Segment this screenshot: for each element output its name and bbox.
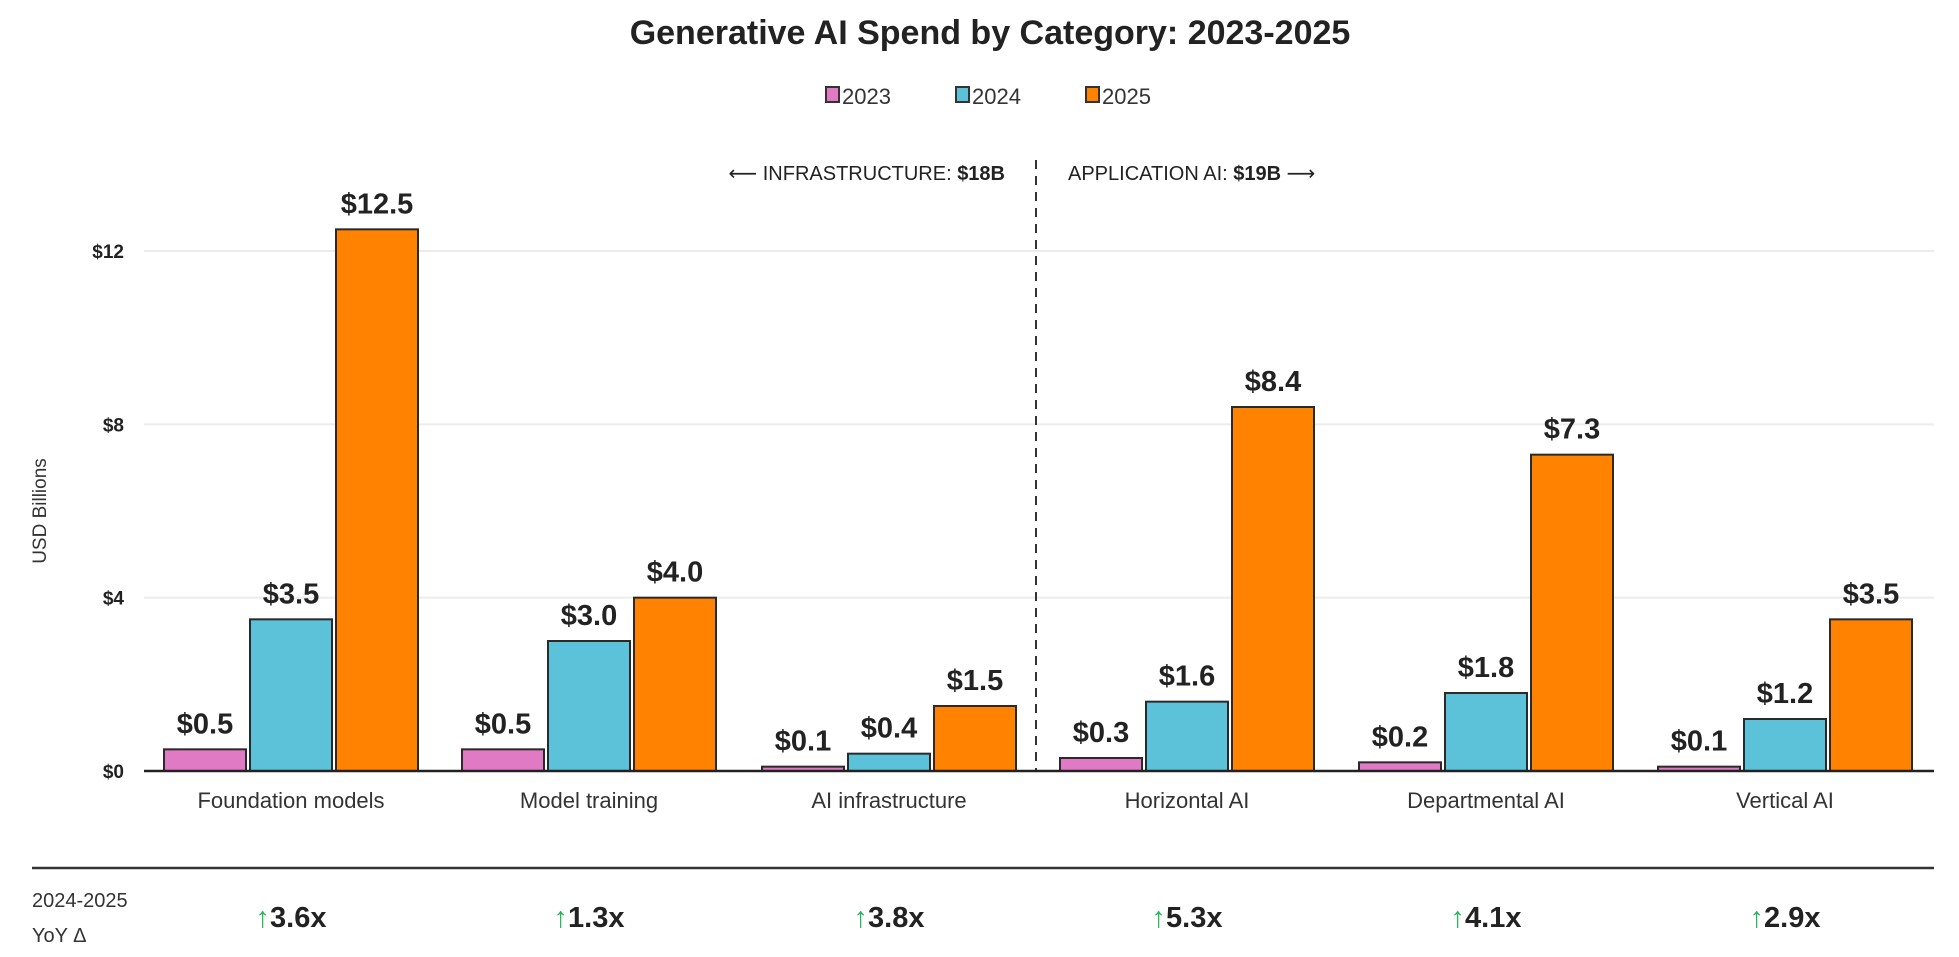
data-label: $7.3 <box>1544 414 1600 446</box>
bar-2024 <box>847 752 931 773</box>
yoy-multiplier: 3.6x <box>270 902 326 934</box>
yoy-value: ↑1.3x <box>554 902 625 934</box>
up-arrow-icon: ↑ <box>854 902 869 934</box>
x-tick-label: Vertical AI <box>1736 788 1834 813</box>
bar-2023 <box>163 748 247 772</box>
x-tick-label: Departmental AI <box>1407 788 1565 813</box>
legend-label-2023: 2023 <box>842 84 891 109</box>
bar-2024 <box>1444 692 1528 772</box>
infrastructure-annotation-value: $18B <box>957 163 1005 185</box>
x-tick-label: Model training <box>520 788 658 813</box>
data-label: $3.5 <box>1843 578 1899 610</box>
yoy-row: ↑3.6x ↑1.3x ↑3.8x ↑5.3x ↑4.1x ↑2.9x <box>256 902 1821 934</box>
yoy-value: ↑4.1x <box>1451 902 1522 934</box>
legend-label-2025: 2025 <box>1102 84 1151 109</box>
data-label: $0.5 <box>177 708 233 740</box>
bar-2025 <box>1530 453 1614 772</box>
yoy-value: ↑3.6x <box>256 902 327 934</box>
legend-swatch-2024 <box>955 86 970 103</box>
application-annotation-label: APPLICATION AI: <box>1068 163 1233 185</box>
up-arrow-icon: ↑ <box>1152 902 1167 934</box>
application-annotation: APPLICATION AI: $19B ⟶ <box>1068 163 1315 185</box>
y-tick-label: $12 <box>92 242 124 263</box>
bar-2024 <box>547 640 631 772</box>
up-arrow-icon: ↑ <box>1750 902 1765 934</box>
application-annotation-arrow: ⟶ <box>1281 163 1315 185</box>
data-label: $0.1 <box>1671 726 1727 758</box>
data-label: $3.5 <box>263 578 319 610</box>
infrastructure-annotation-label: ⟵ INFRASTRUCTURE: <box>729 163 958 185</box>
yoy-multiplier: 5.3x <box>1166 902 1222 934</box>
x-tick-label: Horizontal AI <box>1125 788 1250 813</box>
yoy-label-line1: 2024-2025 <box>32 890 128 912</box>
bar-2024 <box>249 618 333 772</box>
data-label: $3.0 <box>561 600 617 632</box>
up-arrow-icon: ↑ <box>1451 902 1466 934</box>
legend-label-2024: 2024 <box>972 84 1021 109</box>
gridlines: $0 $4 $8 $12 <box>92 242 1934 783</box>
bar-2024 <box>1743 718 1827 772</box>
up-arrow-icon: ↑ <box>554 902 569 934</box>
data-label: $12.5 <box>341 188 414 220</box>
yoy-value: ↑3.8x <box>854 902 925 934</box>
yoy-multiplier: 2.9x <box>1764 902 1820 934</box>
y-tick-label: $4 <box>103 589 125 610</box>
bars: $0.5 $3.5 $12.5 Foundation models $0.5 $3.0 $4… <box>163 188 1913 813</box>
legend: 2023 2024 2025 <box>825 84 1151 109</box>
infrastructure-annotation: ⟵ INFRASTRUCTURE: $18B <box>729 163 1005 185</box>
bar-2024 <box>1145 700 1229 773</box>
bar-2025 <box>335 228 419 773</box>
data-label: $1.6 <box>1159 661 1215 693</box>
bar-2025 <box>633 596 717 773</box>
data-label: $0.4 <box>861 713 917 745</box>
data-label: $4.0 <box>647 557 703 589</box>
application-annotation-value: $19B <box>1233 163 1281 185</box>
yoy-value: ↑5.3x <box>1152 902 1223 934</box>
x-tick-label: Foundation models <box>197 788 384 813</box>
y-axis-label: USD Billions <box>30 458 51 564</box>
up-arrow-icon: ↑ <box>256 902 271 934</box>
yoy-value: ↑2.9x <box>1750 902 1821 934</box>
yoy-multiplier: 1.3x <box>568 902 624 934</box>
data-label: $0.5 <box>475 708 531 740</box>
legend-swatch-2023 <box>825 86 840 103</box>
data-label: $0.2 <box>1372 721 1428 753</box>
bar-2025 <box>1231 406 1315 772</box>
yoy-multiplier: 4.1x <box>1465 902 1521 934</box>
bar-2023 <box>1059 757 1143 772</box>
bar-2023 <box>1358 761 1442 772</box>
data-label: $1.2 <box>1757 678 1813 710</box>
y-tick-label: $8 <box>103 415 124 436</box>
data-label: $1.8 <box>1458 652 1514 684</box>
bar-2025 <box>1829 618 1913 772</box>
data-label: $8.4 <box>1245 366 1301 398</box>
data-label: $0.1 <box>775 726 831 758</box>
yoy-multiplier: 3.8x <box>868 902 924 934</box>
data-label: $1.5 <box>947 665 1003 697</box>
y-tick-label: $0 <box>103 762 124 783</box>
chart-title: Generative AI Spend by Category: 2023-20… <box>630 14 1351 52</box>
x-tick-label: AI infrastructure <box>811 788 966 813</box>
data-label: $0.3 <box>1073 717 1129 749</box>
legend-swatch-2025 <box>1085 86 1100 103</box>
yoy-label-line2: YoY Δ <box>32 925 87 947</box>
bar-2023 <box>461 748 545 772</box>
bar-2025 <box>933 705 1017 772</box>
